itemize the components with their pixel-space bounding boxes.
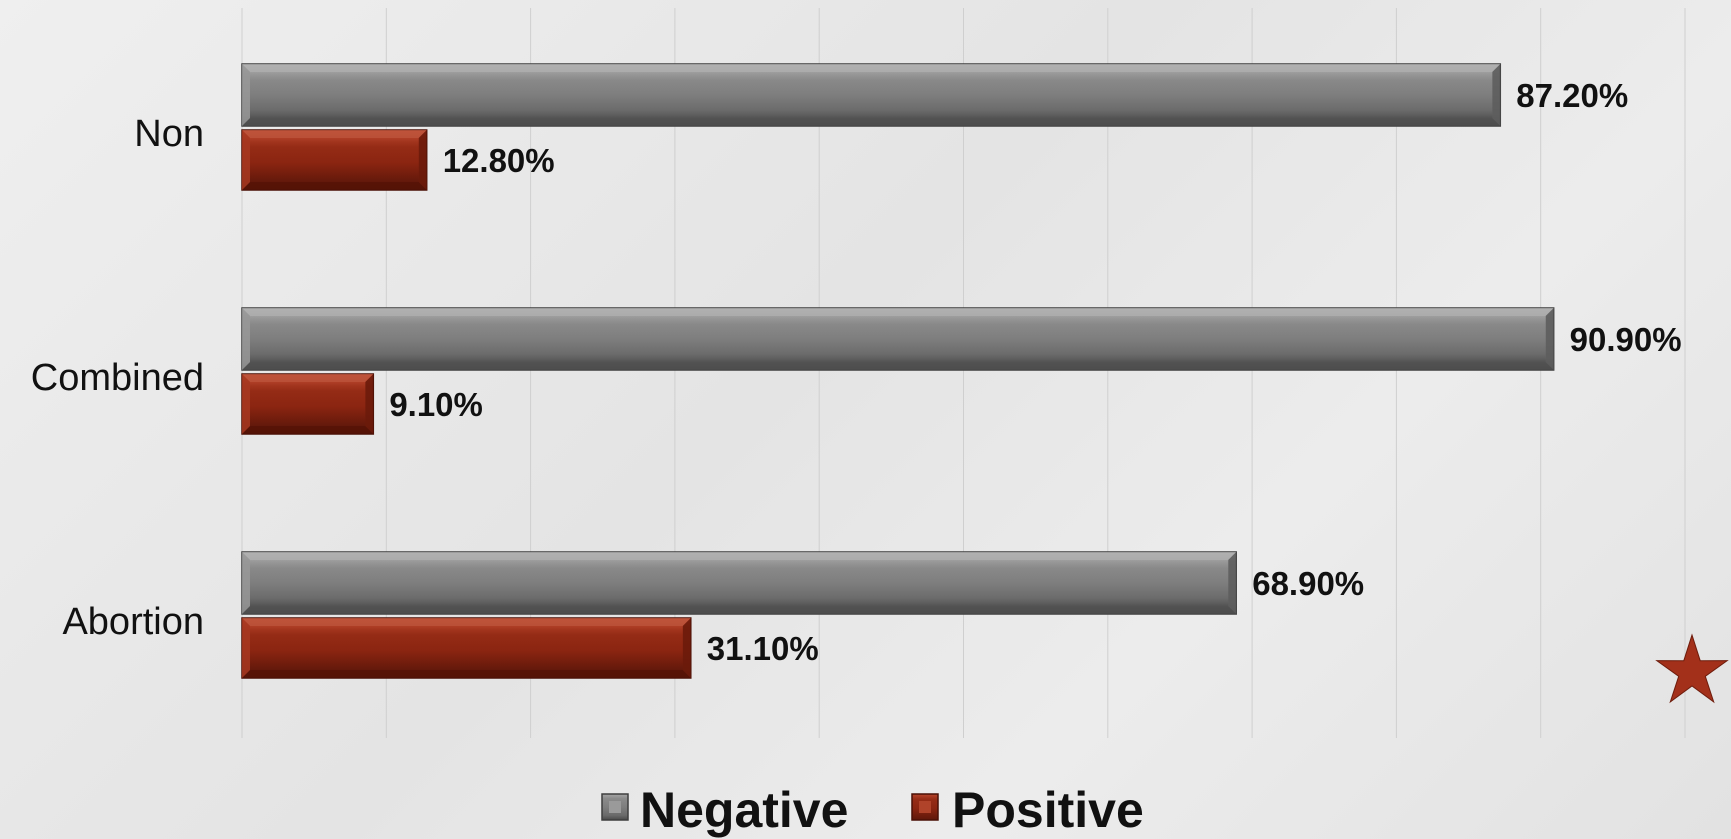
- value-label: 31.10%: [707, 630, 819, 667]
- bar-positive: [241, 129, 428, 191]
- legend-label: Negative: [640, 782, 848, 838]
- legend: Negative Positive: [601, 782, 1144, 838]
- category-label: Combined: [31, 357, 204, 399]
- category-labels: Non Combined Abortion: [31, 113, 204, 643]
- bar-positive: [241, 373, 375, 435]
- legend-item-positive: Positive: [911, 782, 1144, 838]
- value-label: 9.10%: [389, 386, 483, 423]
- value-label: 87.20%: [1516, 77, 1628, 114]
- value-labels: 87.20% 12.80% 90.90% 9.10% 68.90% 31.10%: [389, 77, 1681, 667]
- legend-item-negative: Negative: [601, 782, 848, 838]
- value-label: 12.80%: [443, 142, 555, 179]
- category-label: Abortion: [62, 601, 204, 643]
- bar-negative: [241, 307, 1555, 371]
- star-icon: [1655, 633, 1729, 704]
- value-label: 68.90%: [1252, 565, 1364, 602]
- bar-positive: [241, 617, 692, 679]
- value-label: 90.90%: [1570, 321, 1682, 358]
- legend-label: Positive: [952, 782, 1144, 838]
- category-label: Non: [134, 113, 204, 155]
- bar-negative: [241, 551, 1237, 615]
- bar-negative: [241, 63, 1502, 127]
- bars: [241, 63, 1555, 679]
- decoration: [1655, 633, 1729, 704]
